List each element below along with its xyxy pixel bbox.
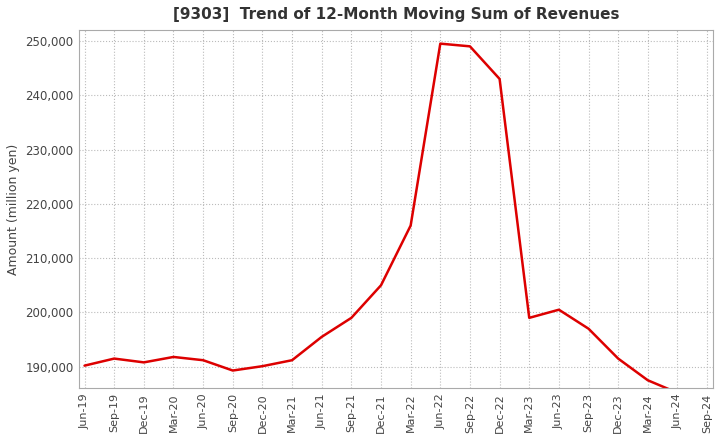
Y-axis label: Amount (million yen): Amount (million yen)	[7, 143, 20, 275]
Title: [9303]  Trend of 12-Month Moving Sum of Revenues: [9303] Trend of 12-Month Moving Sum of R…	[173, 7, 619, 22]
